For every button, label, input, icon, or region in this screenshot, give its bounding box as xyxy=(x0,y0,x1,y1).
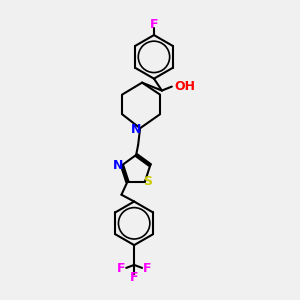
Text: F: F xyxy=(130,271,138,284)
Text: F: F xyxy=(150,18,158,31)
Text: N: N xyxy=(112,159,123,172)
Text: OH: OH xyxy=(174,80,195,93)
Text: F: F xyxy=(117,262,125,275)
Text: S: S xyxy=(143,175,152,188)
Text: F: F xyxy=(143,262,151,275)
Text: N: N xyxy=(131,123,142,136)
